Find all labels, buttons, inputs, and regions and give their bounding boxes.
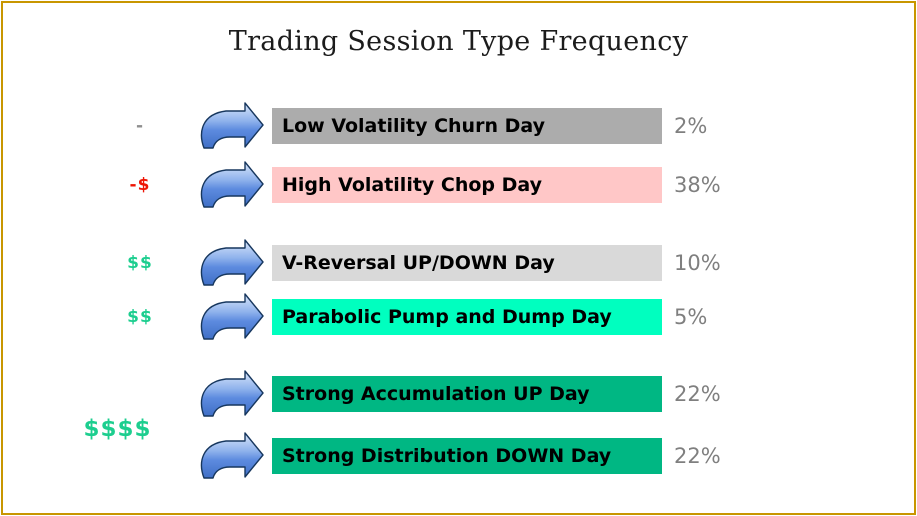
chart-title: Trading Session Type Frequency [228, 26, 689, 57]
frequency-value: 2% [674, 114, 708, 138]
bent-arrow-icon [200, 161, 264, 208]
row-strong-distribution: Strong Distribution DOWN Day 22% [0, 432, 917, 479]
session-type-label: Low Volatility Churn Day [272, 108, 662, 144]
bent-arrow-icon [200, 370, 264, 417]
row-low-volatility-churn: - Low Volatility Churn Day 2% [0, 102, 917, 149]
profit-indicator [100, 376, 180, 412]
group-profit-indicator: $$$$ [83, 416, 152, 442]
profit-indicator: $$ [127, 307, 153, 327]
row-strong-accumulation: Strong Accumulation UP Day 22% [0, 370, 917, 417]
session-type-label: V-Reversal UP/DOWN Day [272, 245, 662, 281]
bent-arrow-icon [200, 432, 264, 479]
profit-indicator: -$ [129, 175, 151, 195]
row-v-reversal: $$ V-Reversal UP/DOWN Day 10% [0, 239, 917, 286]
frequency-value: 22% [674, 444, 721, 468]
bent-arrow-icon [200, 293, 264, 340]
frequency-value: 38% [674, 173, 721, 197]
frequency-value: 10% [674, 251, 721, 275]
frequency-value: 22% [674, 382, 721, 406]
profit-indicator: - [135, 116, 145, 136]
frequency-value: 5% [674, 305, 708, 329]
session-type-label: Strong Distribution DOWN Day [272, 438, 662, 474]
bent-arrow-icon [200, 239, 264, 286]
session-type-label: Parabolic Pump and Dump Day [272, 299, 662, 335]
session-type-label: High Volatility Chop Day [272, 167, 662, 203]
session-type-label: Strong Accumulation UP Day [272, 376, 662, 412]
row-parabolic-pump-dump: $$ Parabolic Pump and Dump Day 5% [0, 293, 917, 340]
profit-indicator: $$ [127, 253, 153, 273]
row-high-volatility-chop: -$ High Volatility Chop Day 38% [0, 161, 917, 208]
bent-arrow-icon [200, 102, 264, 149]
